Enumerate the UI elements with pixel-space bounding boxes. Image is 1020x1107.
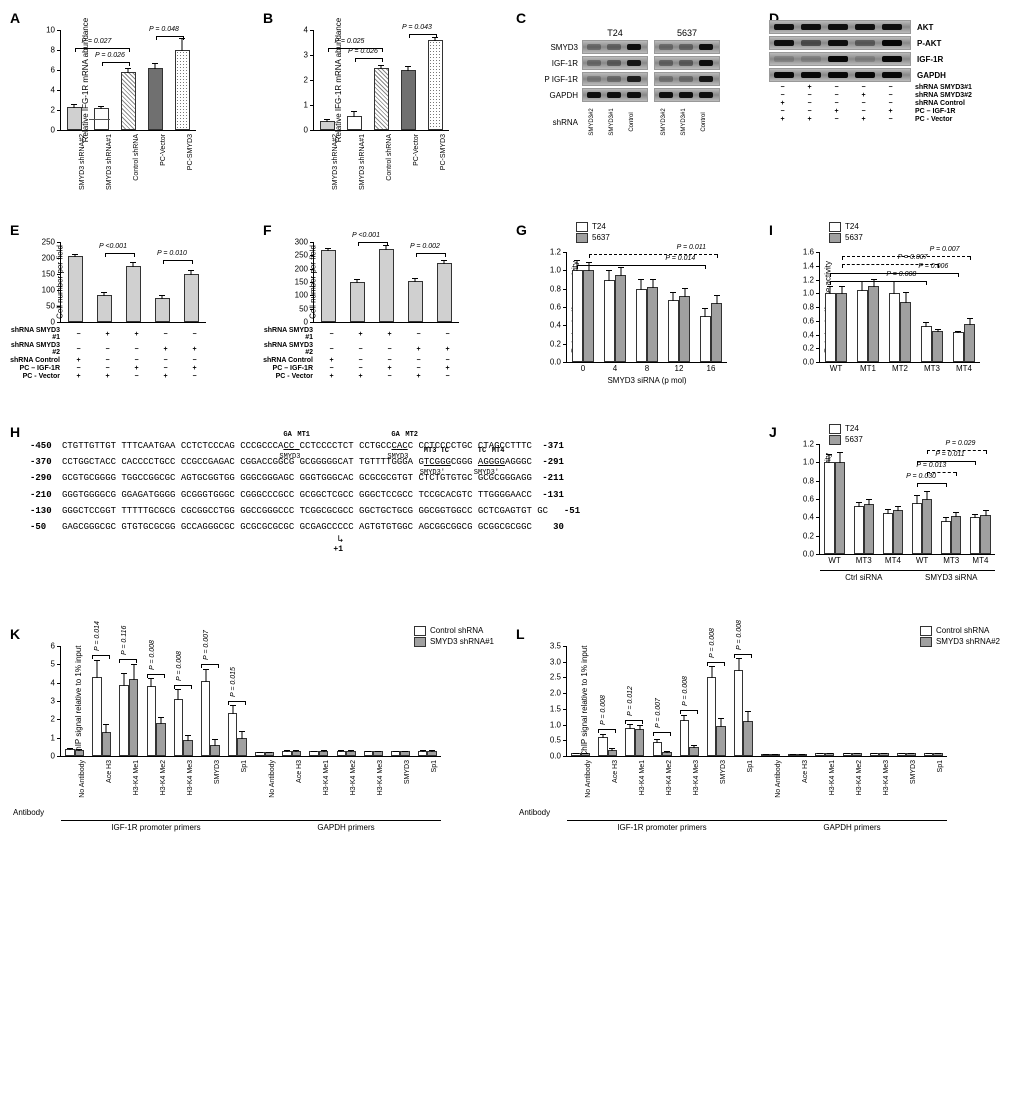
panel-k: KControl shRNASMYD3 shRNA#10123456ChIP s… [10, 626, 504, 856]
panel-l: LControl shRNASMYD3 shRNA#20.00.51.01.52… [516, 626, 1010, 856]
figure-grid: A0246810Relative IFG-1R mRNA abundanceSM… [10, 10, 1010, 856]
panel-d: DAKTP-AKTIGF-1RGAPDH−+−−−shRNA SMYD3#1−−… [769, 10, 1010, 210]
panel-g: GT2456370.00.20.40.60.81.01.2Relative lu… [516, 222, 757, 412]
panel-f: F050100150200250300Cell number per field… [263, 222, 504, 412]
panel-b: B01234Relative IFG-1R mRNA abundanceSMYD… [263, 10, 504, 210]
panel-h: H-450CTGTTGTTGT TTTCAATGAA CCTCTCCCAG CC… [10, 424, 757, 614]
panel-c: CT245637SMYD3IGF-1RP IGF-1RGAPDHshRNASMY… [516, 10, 757, 210]
panel-e: E050100150200250Cell number per fieldP <… [10, 222, 251, 412]
panel-j: JT2456370.00.20.40.60.81.01.2Relative lu… [769, 424, 1010, 614]
panel-i: IT2456370.00.20.40.60.81.01.21.41.6Relat… [769, 222, 1010, 412]
panel-a: A0246810Relative IFG-1R mRNA abundanceSM… [10, 10, 251, 210]
